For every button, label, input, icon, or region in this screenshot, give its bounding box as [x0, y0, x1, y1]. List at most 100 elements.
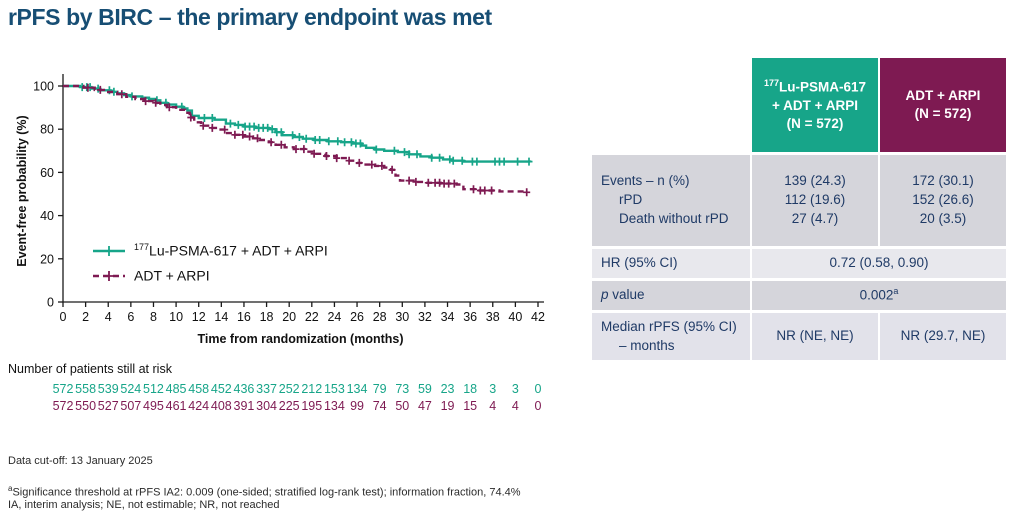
- at-risk-value: 436: [233, 382, 255, 396]
- legend-marker-arm1-icon: [93, 245, 125, 256]
- footnote-data-cutoff: Data cut-off: 13 January 2025: [8, 455, 153, 467]
- svg-text:36: 36: [463, 310, 477, 324]
- at-risk-value: 212: [301, 382, 323, 396]
- svg-text:2: 2: [82, 310, 89, 324]
- page-title: rPFS by BIRC – the primary endpoint was …: [8, 4, 492, 30]
- row-label-hr: HR (95% CI): [592, 249, 750, 278]
- at-risk-value: 0: [534, 382, 542, 396]
- at-risk-value: 18: [463, 382, 478, 396]
- at-risk-value: 337: [256, 382, 277, 396]
- results-table: 177Lu-PSMA-617 + ADT + ARPI (N = 572) AD…: [592, 58, 1006, 360]
- hr-value: 0.72 (0.58, 0.90): [752, 249, 1006, 278]
- at-risk-value: 252: [278, 382, 300, 396]
- at-risk-value: 59: [417, 382, 432, 396]
- at-risk-value: 50: [395, 399, 410, 413]
- svg-text:4: 4: [105, 310, 112, 324]
- at-risk-label: Number of patients still at risk: [8, 362, 172, 376]
- at-risk-value: 527: [97, 399, 119, 413]
- km-chart: Event-free probability (%) 0 20 40 60 80 100 0…: [8, 56, 590, 364]
- row-label-pvalue: p value: [592, 281, 750, 310]
- svg-text:20: 20: [40, 252, 54, 266]
- at-risk-value: 19: [440, 399, 455, 413]
- events-arm2-values: 172 (30.1) 152 (26.6) 20 (3.5): [880, 155, 1006, 246]
- row-label-events: Events – n (%) rPD Death without rPD: [592, 155, 750, 246]
- svg-text:26: 26: [350, 310, 364, 324]
- at-risk-value: 572: [52, 382, 74, 396]
- at-risk-value: 539: [97, 382, 119, 396]
- svg-text:40: 40: [508, 310, 522, 324]
- legend: 177Lu-PSMA-617 + ADT + ARPI ADT + ARPI: [92, 238, 328, 288]
- legend-item-arm2: ADT + ARPI: [92, 263, 328, 288]
- svg-text:30: 30: [395, 310, 409, 324]
- pvalue-value: 0.002a: [752, 281, 1006, 310]
- footnote-abbreviations: IA, interim analysis; NE, not estimable;…: [8, 499, 280, 511]
- svg-text:80: 80: [40, 123, 54, 137]
- at-risk-value: 134: [346, 382, 368, 396]
- svg-text:34: 34: [441, 310, 455, 324]
- svg-text:32: 32: [418, 310, 432, 324]
- table-header-arm1: 177Lu-PSMA-617 + ADT + ARPI (N = 572): [752, 58, 878, 152]
- svg-text:100: 100: [33, 80, 54, 94]
- at-risk-value: 572: [52, 399, 74, 413]
- legend-label-arm2: ADT + ARPI: [134, 267, 210, 284]
- at-risk-value: 3: [511, 382, 519, 396]
- svg-text:14: 14: [214, 310, 228, 324]
- at-risk-value: 74: [372, 399, 387, 413]
- at-risk-value: 3: [489, 382, 497, 396]
- footnote-significance: aSignificance threshold at rPFS IA2: 0.0…: [8, 484, 521, 499]
- svg-text:38: 38: [486, 310, 500, 324]
- at-risk-value: 550: [75, 399, 97, 413]
- svg-text:6: 6: [127, 310, 134, 324]
- at-risk-section: Number of patients still at risk 572 558 5…: [8, 362, 598, 424]
- legend-label-arm1: 177Lu-PSMA-617 + ADT + ARPI: [134, 242, 328, 259]
- svg-text:42: 42: [531, 310, 545, 324]
- at-risk-value: 4: [489, 399, 497, 413]
- at-risk-value: 461: [165, 399, 187, 413]
- at-risk-value: 452: [210, 382, 232, 396]
- svg-text:60: 60: [40, 166, 54, 180]
- y-axis-label: Event-free probability (%): [15, 115, 29, 267]
- svg-text:8: 8: [150, 310, 157, 324]
- at-risk-value: 47: [417, 399, 432, 413]
- at-risk-value: 558: [75, 382, 97, 396]
- legend-marker-arm2-icon: [93, 270, 125, 281]
- at-risk-value: 195: [301, 399, 323, 413]
- at-risk-value: 153: [323, 382, 345, 396]
- at-risk-value: 391: [233, 399, 255, 413]
- at-risk-value: 408: [210, 399, 232, 413]
- at-risk-value: 524: [120, 382, 142, 396]
- table-header-empty: [592, 58, 750, 152]
- row-label-median-rpfs: Median rPFS (95% CI) – months: [592, 313, 750, 360]
- at-risk-value: 134: [323, 399, 345, 413]
- table-header-arm2: ADT + ARPI (N = 572): [880, 58, 1006, 152]
- at-risk-value: 458: [188, 382, 210, 396]
- at-risk-value: 23: [440, 382, 455, 396]
- at-risk-value: 304: [256, 399, 277, 413]
- at-risk-value: 485: [165, 382, 187, 396]
- at-risk-value: 507: [120, 399, 142, 413]
- at-risk-value: 79: [372, 382, 387, 396]
- svg-text:10: 10: [169, 310, 183, 324]
- svg-text:40: 40: [40, 209, 54, 223]
- at-risk-value: 15: [463, 399, 478, 413]
- svg-text:0: 0: [60, 310, 67, 324]
- svg-text:24: 24: [327, 310, 341, 324]
- at-risk-value: 424: [188, 399, 210, 413]
- legend-item-arm1: 177Lu-PSMA-617 + ADT + ARPI: [92, 238, 328, 263]
- median-arm2-value: NR (29.7, NE): [880, 313, 1006, 360]
- at-risk-value: 73: [395, 382, 410, 396]
- at-risk-value: 225: [278, 399, 300, 413]
- svg-text:12: 12: [192, 310, 206, 324]
- at-risk-value: 4: [511, 399, 519, 413]
- at-risk-value: 99: [350, 399, 364, 413]
- svg-text:16: 16: [237, 310, 251, 324]
- svg-text:18: 18: [260, 310, 274, 324]
- svg-text:22: 22: [305, 310, 319, 324]
- events-arm1-values: 139 (24.3) 112 (19.6) 27 (4.7): [752, 155, 878, 246]
- at-risk-value: 495: [143, 399, 164, 413]
- at-risk-value: 512: [143, 382, 164, 396]
- svg-text:20: 20: [282, 310, 296, 324]
- median-arm1-value: NR (NE, NE): [752, 313, 878, 360]
- svg-text:0: 0: [47, 296, 54, 310]
